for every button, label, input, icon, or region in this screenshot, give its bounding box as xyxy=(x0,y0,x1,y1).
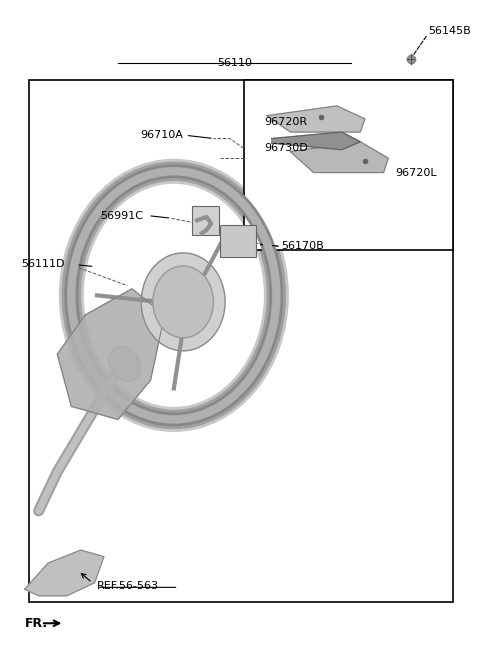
FancyBboxPatch shape xyxy=(192,206,219,235)
Text: 56145B: 56145B xyxy=(428,26,470,36)
Text: 56170B: 56170B xyxy=(281,241,324,251)
Text: 96720L: 96720L xyxy=(395,167,437,178)
Text: REF.56-563: REF.56-563 xyxy=(97,581,159,591)
Ellipse shape xyxy=(109,347,141,381)
Polygon shape xyxy=(290,142,388,173)
FancyBboxPatch shape xyxy=(244,80,454,250)
Text: 56991C: 56991C xyxy=(100,211,144,220)
FancyBboxPatch shape xyxy=(219,226,256,257)
Text: 96720R: 96720R xyxy=(265,117,308,127)
Ellipse shape xyxy=(141,253,225,351)
Text: 56111D: 56111D xyxy=(21,259,64,269)
Text: 96730D: 96730D xyxy=(265,144,309,154)
Text: 56110: 56110 xyxy=(217,58,252,68)
Polygon shape xyxy=(272,132,360,150)
Polygon shape xyxy=(24,550,104,596)
Polygon shape xyxy=(267,106,365,132)
Polygon shape xyxy=(57,289,165,419)
Text: 96710A: 96710A xyxy=(140,131,183,140)
Text: FR.: FR. xyxy=(24,617,48,630)
Ellipse shape xyxy=(153,266,214,338)
